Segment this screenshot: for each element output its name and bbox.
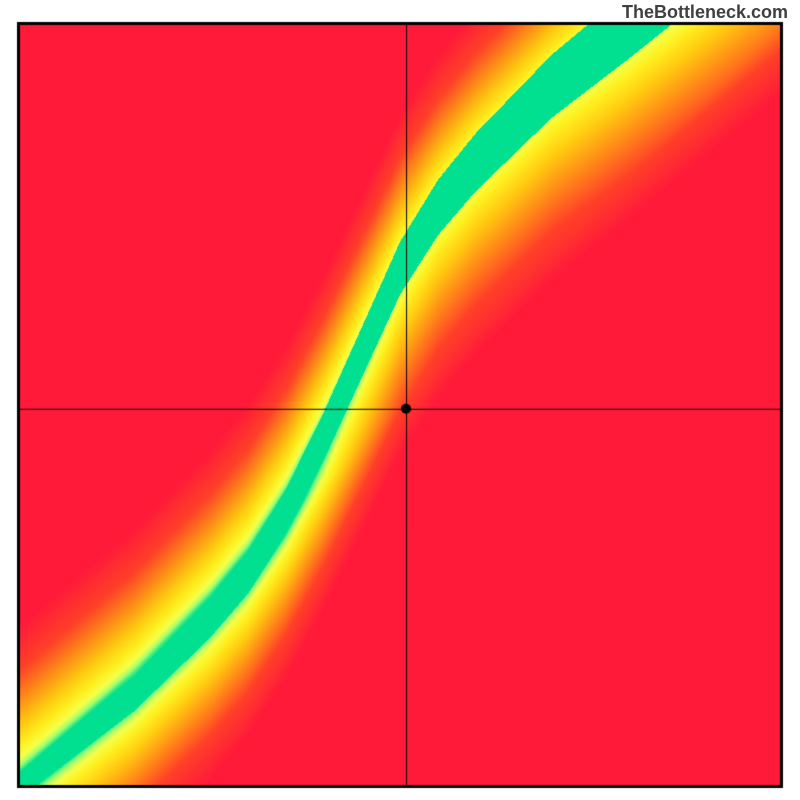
chart-container: TheBottleneck.com (0, 0, 800, 800)
attribution-text: TheBottleneck.com (622, 2, 788, 23)
bottleneck-heatmap (0, 0, 800, 800)
